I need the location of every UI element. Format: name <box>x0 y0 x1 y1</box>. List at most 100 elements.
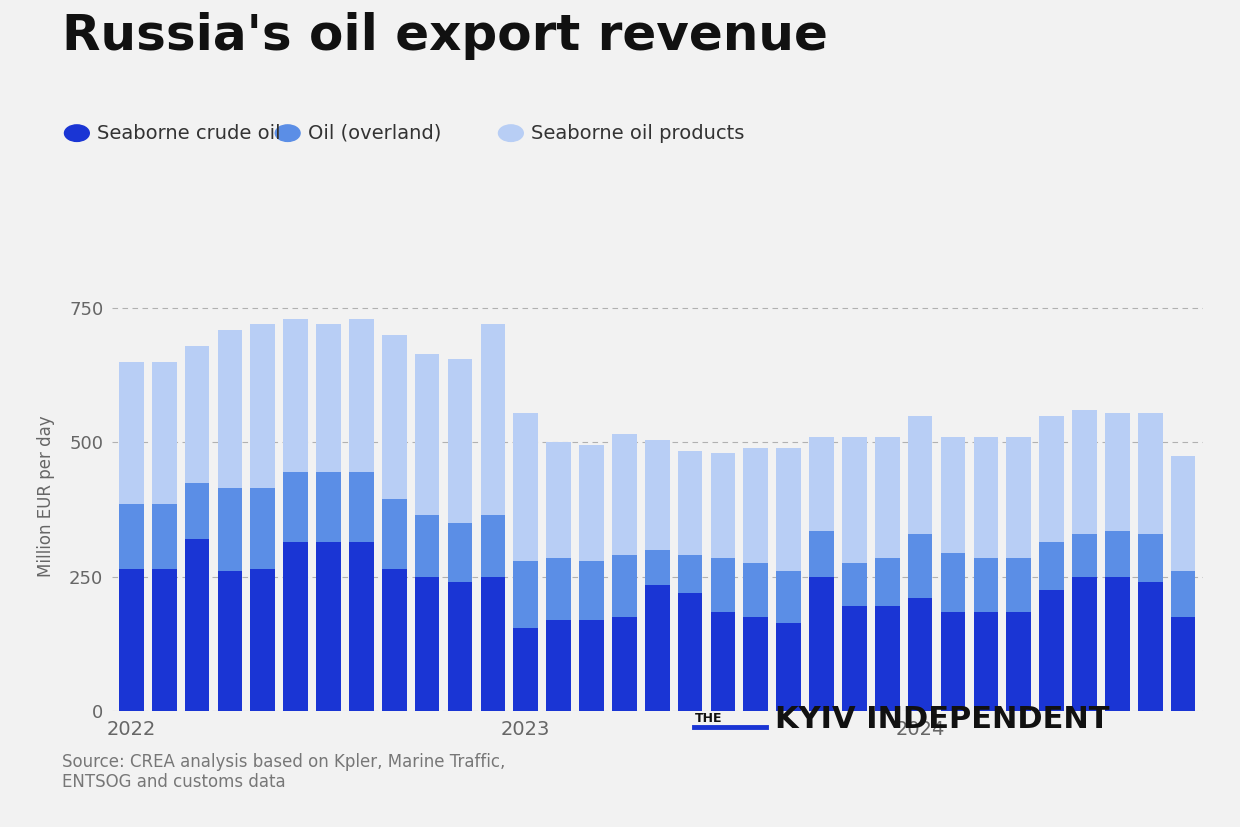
Bar <box>613 617 636 711</box>
Bar <box>973 437 998 558</box>
Bar <box>151 569 176 711</box>
Bar <box>350 318 373 472</box>
Bar <box>842 606 867 711</box>
Text: Seaborne oil products: Seaborne oil products <box>531 124 744 142</box>
Bar <box>1138 534 1163 582</box>
Bar <box>415 354 439 515</box>
Bar <box>481 324 505 515</box>
Bar <box>448 582 472 711</box>
Bar <box>1138 413 1163 534</box>
Bar <box>810 531 833 577</box>
Bar <box>875 606 899 711</box>
Bar <box>645 440 670 550</box>
Bar <box>744 563 768 617</box>
Bar <box>842 437 867 563</box>
Bar <box>448 359 472 523</box>
Bar <box>941 437 965 552</box>
Bar <box>448 523 472 582</box>
Bar <box>1007 437 1032 558</box>
Bar <box>415 515 439 577</box>
Bar <box>1073 410 1097 534</box>
Bar <box>513 628 538 711</box>
Bar <box>678 593 702 711</box>
Bar <box>645 585 670 711</box>
Bar <box>283 472 308 542</box>
Bar <box>711 612 735 711</box>
Bar <box>1105 531 1130 577</box>
Text: Oil (overland): Oil (overland) <box>308 124 441 142</box>
Bar <box>645 550 670 585</box>
Bar <box>875 558 899 606</box>
Bar <box>283 318 308 472</box>
Bar <box>513 561 538 628</box>
Bar <box>382 335 407 499</box>
Bar <box>217 329 242 488</box>
Text: THE: THE <box>694 712 722 725</box>
Bar <box>513 413 538 561</box>
Bar <box>283 542 308 711</box>
Bar <box>1171 571 1195 617</box>
Text: Russia's oil export revenue: Russia's oil export revenue <box>62 12 828 60</box>
Bar <box>579 445 604 561</box>
Bar <box>613 556 636 617</box>
Bar <box>350 472 373 542</box>
Bar <box>1171 617 1195 711</box>
Bar <box>1073 534 1097 577</box>
Bar <box>776 623 801 711</box>
Bar <box>744 617 768 711</box>
Bar <box>1138 582 1163 711</box>
Bar <box>415 577 439 711</box>
Bar <box>1039 415 1064 542</box>
Bar <box>776 571 801 623</box>
Bar <box>875 437 899 558</box>
Bar <box>711 558 735 612</box>
Bar <box>908 534 932 599</box>
Bar <box>973 612 998 711</box>
Text: Source: CREA analysis based on Kpler, Marine Traffic,
ENTSOG and customs data: Source: CREA analysis based on Kpler, Ma… <box>62 753 506 791</box>
Bar <box>547 442 570 558</box>
Bar <box>119 504 144 569</box>
Bar <box>250 569 275 711</box>
Bar <box>151 362 176 504</box>
Bar <box>316 472 341 542</box>
Bar <box>185 346 210 483</box>
Bar <box>908 415 932 534</box>
Bar <box>1039 542 1064 590</box>
Bar <box>547 558 570 620</box>
Bar <box>1105 413 1130 531</box>
Bar <box>350 542 373 711</box>
Bar <box>711 453 735 558</box>
Bar <box>382 569 407 711</box>
Bar <box>908 599 932 711</box>
Bar <box>1007 612 1032 711</box>
Bar <box>185 539 210 711</box>
Bar <box>613 434 636 556</box>
Bar <box>217 571 242 711</box>
Bar <box>382 499 407 569</box>
Bar <box>547 620 570 711</box>
Bar <box>973 558 998 612</box>
Bar <box>941 612 965 711</box>
Bar <box>1007 558 1032 612</box>
Bar <box>941 552 965 612</box>
Text: Seaborne crude oil: Seaborne crude oil <box>97 124 280 142</box>
Bar <box>119 362 144 504</box>
Bar <box>579 561 604 620</box>
Bar <box>481 577 505 711</box>
Text: KYIV INDEPENDENT: KYIV INDEPENDENT <box>775 705 1110 734</box>
Bar <box>810 577 833 711</box>
Bar <box>678 556 702 593</box>
Bar <box>1105 577 1130 711</box>
Bar <box>744 447 768 563</box>
Bar <box>842 563 867 606</box>
Bar <box>316 542 341 711</box>
Bar <box>1171 456 1195 571</box>
Bar <box>250 488 275 569</box>
Bar <box>579 620 604 711</box>
Bar <box>1039 590 1064 711</box>
Bar <box>776 447 801 571</box>
Bar <box>217 488 242 571</box>
Bar <box>810 437 833 531</box>
Bar <box>1073 577 1097 711</box>
Y-axis label: Million EUR per day: Million EUR per day <box>37 415 55 577</box>
